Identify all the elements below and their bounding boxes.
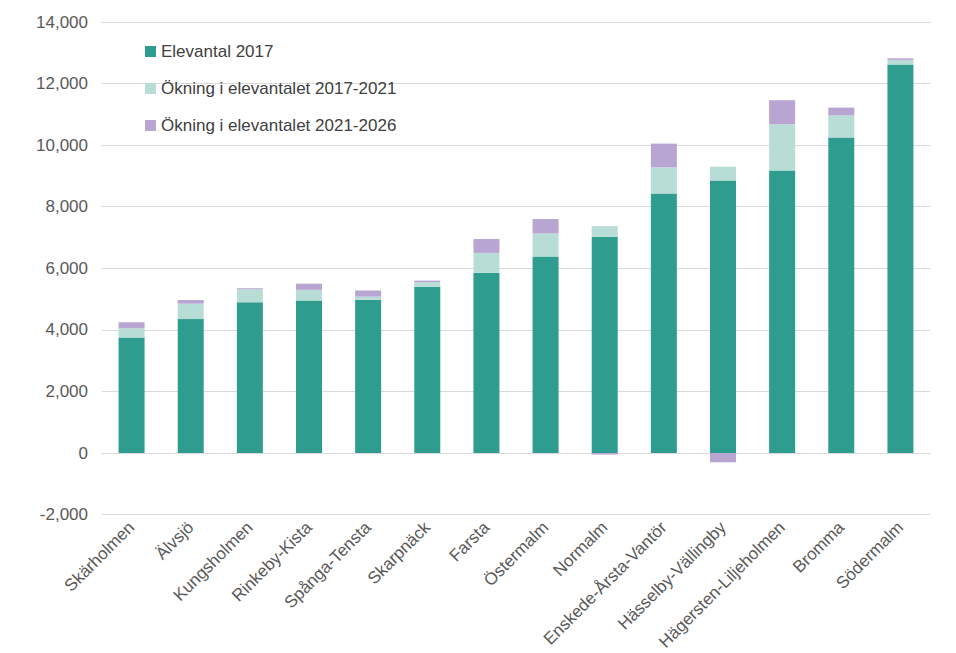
svg-text:Älvsjö: Älvsjö (152, 518, 197, 563)
svg-text:Hässelby-Vällingby: Hässelby-Vällingby (614, 518, 730, 634)
svg-text:Ökning i elevantalet 2017-2021: Ökning i elevantalet 2017-2021 (161, 79, 396, 98)
svg-text:0: 0 (79, 444, 88, 463)
svg-text:14,000: 14,000 (36, 13, 88, 32)
svg-text:Hägersten-Liljeholmen: Hägersten-Liljeholmen (655, 518, 789, 652)
svg-text:Rinkeby-Kista: Rinkeby-Kista (228, 517, 316, 606)
svg-text:Bromma: Bromma (789, 517, 848, 576)
svg-text:Ökning i elevantalet 2021-2026: Ökning i elevantalet 2021-2026 (161, 116, 396, 135)
svg-text:10,000: 10,000 (36, 136, 88, 155)
svg-text:Normalm: Normalm (549, 518, 611, 580)
svg-text:Farsta: Farsta (446, 517, 494, 565)
svg-text:Elevantal 2017: Elevantal 2017 (161, 42, 273, 61)
svg-text:Spånga-Tensta: Spånga-Tensta (281, 517, 376, 612)
svg-text:Enskede-Årsta-Vantör: Enskede-Årsta-Vantör (539, 517, 671, 649)
svg-text:2,000: 2,000 (45, 382, 88, 401)
svg-text:4,000: 4,000 (45, 320, 88, 339)
svg-text:Södermalm: Södermalm (832, 518, 907, 593)
svg-text:12,000: 12,000 (36, 74, 88, 93)
svg-text:6,000: 6,000 (45, 259, 88, 278)
svg-text:Skärholmen: Skärholmen (61, 518, 139, 596)
svg-text:Kungsholmen: Kungsholmen (169, 517, 257, 605)
svg-text:Skarpnäck: Skarpnäck (364, 518, 435, 589)
svg-text:8,000: 8,000 (45, 197, 88, 216)
svg-text:Östermalm: Östermalm (480, 518, 552, 590)
svg-text:-2,000: -2,000 (40, 505, 88, 524)
